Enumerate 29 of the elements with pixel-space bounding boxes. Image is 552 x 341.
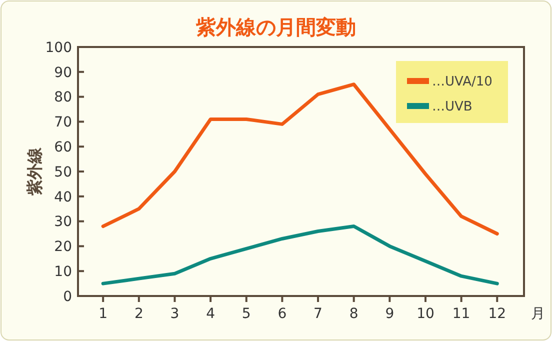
x-tick-label: 9 (385, 306, 394, 322)
y-tick-label: 20 (54, 239, 72, 256)
y-tick-label: 60 (54, 140, 72, 156)
x-tick-label: 8 (349, 306, 358, 322)
x-axis-title: 月 (531, 306, 545, 322)
x-tick-label: 2 (134, 306, 144, 322)
x-tick-label: 4 (206, 306, 216, 322)
line-series (101, 224, 499, 286)
legend-label: …UVA/10 (432, 74, 492, 90)
y-tick-label: 50 (54, 164, 72, 180)
x-tick-label: 7 (314, 306, 322, 322)
legend-label: …UVB (432, 100, 472, 115)
x-tick-label: 11 (452, 306, 470, 322)
chart-title: 紫外線の月間変動 (195, 15, 356, 39)
y-tick-label: 10 (54, 264, 72, 280)
x-tick-label: 6 (278, 306, 287, 322)
y-tick-label: 0 (63, 288, 72, 305)
y-tick-label: 30 (54, 214, 72, 230)
x-tick-label: 10 (416, 306, 434, 322)
x-tick-label: 3 (170, 306, 180, 322)
y-tick-label: 100 (45, 40, 72, 56)
x-tick-label: 12 (488, 306, 506, 322)
x-tick-label: 1 (98, 306, 108, 322)
y-tick-label: 80 (54, 90, 72, 106)
y-axis-title: 紫外線 (25, 146, 44, 196)
y-tick-label: 70 (54, 114, 72, 131)
x-tick-label: 5 (242, 306, 251, 322)
y-tick-label: 40 (54, 189, 72, 206)
y-tick-label: 90 (54, 64, 72, 81)
